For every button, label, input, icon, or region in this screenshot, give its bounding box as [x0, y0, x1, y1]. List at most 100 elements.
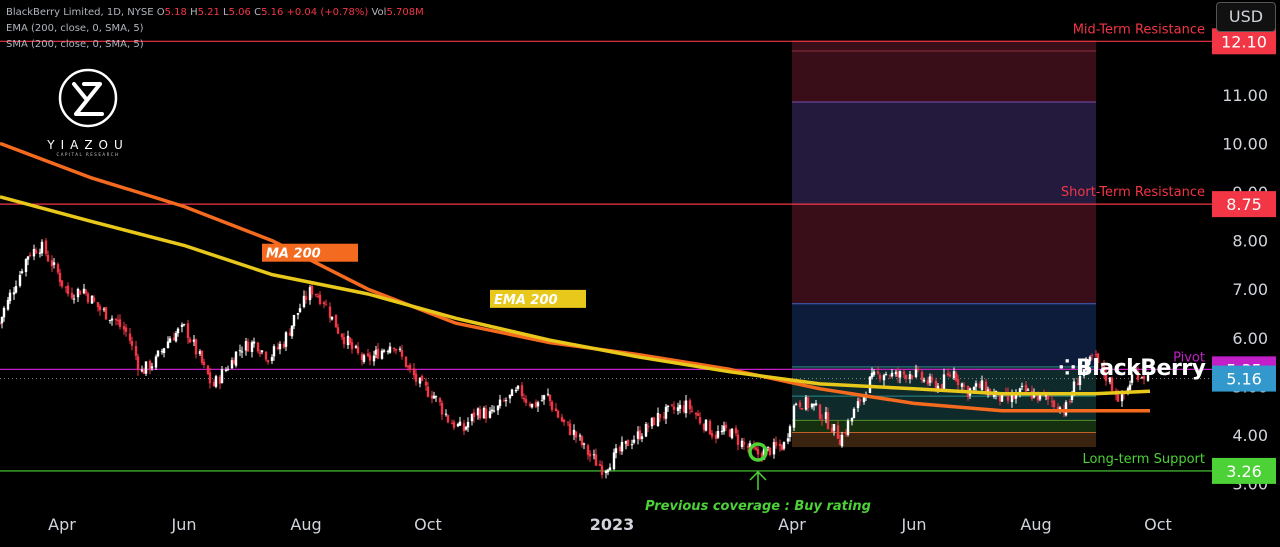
symbol-title: BlackBerry Limited, 1D, NYSE: [6, 7, 154, 18]
sma-legend[interactable]: SMA (200, close, 0, SMA, 5): [6, 39, 144, 50]
candle-body: [624, 440, 628, 444]
candle-body: [960, 383, 964, 387]
candle-body: [898, 371, 902, 378]
candle-body: [614, 448, 618, 453]
candle-body: [772, 442, 776, 455]
candle-body: [1090, 355, 1094, 357]
candle-body: [774, 441, 778, 446]
chart-legend: BlackBerry Limited, 1D, NYSE O5.18 H5.21…: [6, 5, 424, 53]
ohlc-row: BlackBerry Limited, 1D, NYSE O5.18 H5.21…: [6, 5, 424, 21]
candle-body: [846, 420, 850, 435]
candle-body: [168, 338, 172, 343]
candle-body: [582, 443, 586, 445]
candle-body: [984, 381, 988, 394]
candle-body: [838, 439, 842, 445]
fib-band: [792, 102, 1096, 205]
candle-body: [310, 285, 314, 295]
x-tick-label: Jun: [901, 515, 927, 534]
candle-body: [778, 443, 782, 447]
candle-body: [978, 383, 982, 389]
candle-body: [528, 403, 532, 406]
candle-body: [782, 442, 786, 449]
candle-body: [12, 292, 16, 295]
candle-body: [296, 313, 300, 315]
candle-body: [1108, 377, 1112, 382]
candle-body: [6, 299, 10, 310]
candle-body: [388, 346, 392, 353]
candle-body: [272, 346, 276, 357]
candle-body: [108, 319, 112, 321]
candle-body: [180, 324, 184, 327]
candle-body: [896, 372, 900, 377]
ema-legend[interactable]: EMA (200, close, 0, SMA, 5): [6, 23, 144, 34]
candle-body: [844, 433, 848, 435]
candle-body: [572, 429, 576, 436]
candle-body: [534, 401, 538, 408]
x-tick-label: Aug: [290, 515, 321, 534]
candle-body: [328, 306, 332, 318]
candle-body: [244, 341, 248, 351]
open-label: O: [156, 7, 165, 18]
candle-body: [992, 393, 996, 397]
candle-body: [464, 427, 468, 430]
candle-body: [1140, 377, 1144, 379]
candle-body: [540, 400, 544, 402]
candle-body: [946, 373, 950, 376]
candle-body: [20, 271, 24, 274]
candle-body: [1014, 392, 1018, 399]
candle-body: [914, 369, 918, 377]
indicator-label: EMA 200: [494, 293, 558, 308]
candle-body: [466, 421, 470, 428]
candle-body: [850, 417, 854, 422]
candle-body: [904, 375, 908, 379]
candle-body: [140, 369, 144, 372]
candle-body: [356, 346, 360, 354]
candle-body: [456, 423, 460, 427]
fib-band: [792, 432, 1096, 448]
fib-band: [792, 396, 1096, 421]
moving-averages: [0, 141, 1151, 413]
candle-body: [32, 249, 36, 257]
buy-marker-arrow: [749, 470, 767, 490]
candle-body: [872, 371, 876, 375]
level-price-tag: [1212, 28, 1276, 55]
yiazou-emblem-icon: [58, 68, 118, 128]
candle-body: [50, 260, 54, 267]
level-price-tag: [1212, 457, 1276, 484]
candle-body: [1076, 383, 1080, 386]
candle-body: [682, 405, 686, 413]
candle-body: [578, 435, 582, 437]
candle-body: [26, 256, 30, 260]
candle-body: [458, 421, 462, 426]
candle-body: [688, 400, 692, 410]
candle-body: [794, 403, 798, 405]
candle-body: [206, 365, 210, 375]
candle-body: [1052, 400, 1056, 408]
candle-body: [824, 412, 828, 420]
candle-body: [956, 378, 960, 386]
candle-body: [586, 445, 590, 455]
candle-body: [524, 399, 528, 403]
candle-body: [998, 392, 1002, 401]
candle-body: [798, 402, 802, 407]
candle-body: [304, 296, 308, 300]
candle-body: [438, 398, 442, 403]
candle-body: [28, 254, 32, 256]
currency-button[interactable]: USD: [1216, 2, 1276, 32]
candle-body: [580, 436, 584, 446]
candle-body: [440, 402, 444, 415]
candle-body: [502, 400, 506, 402]
candle-body: [800, 408, 804, 410]
candle-body: [926, 380, 930, 385]
candle-body: [568, 423, 572, 435]
candle-body: [1006, 393, 1010, 401]
candle-body: [600, 465, 604, 475]
candle-body: [200, 350, 204, 363]
candle-body: [962, 385, 966, 387]
candle-body: [284, 332, 288, 347]
candle-body: [176, 328, 180, 334]
candle-body: [934, 380, 938, 391]
candle-body: [150, 366, 154, 369]
candle-body: [366, 353, 370, 356]
